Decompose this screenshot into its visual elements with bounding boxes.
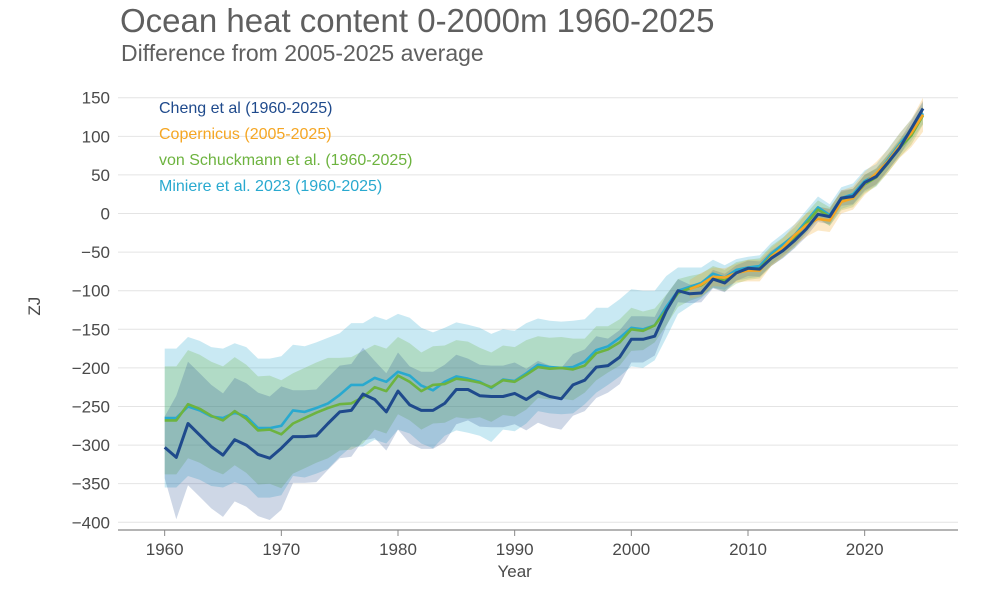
band-schuckmann <box>164 106 923 489</box>
legend-entry-schuckmann: von Schuckmann et al. (1960-2025) <box>159 152 412 169</box>
series-lines <box>163 107 925 460</box>
y-tick-label: 100 <box>82 127 110 146</box>
x-tick-label: 2000 <box>612 540 650 559</box>
y-tick-label: −150 <box>72 320 110 339</box>
y-tick-label: −50 <box>81 243 110 262</box>
legend: Cheng et al (1960-2025) Copernicus (2005-… <box>159 100 412 195</box>
x-tick-label: 1990 <box>496 540 534 559</box>
band-cheng <box>164 100 923 521</box>
y-tick-label: −400 <box>72 513 110 532</box>
y-tick-label: −250 <box>72 397 110 416</box>
y-tick-label: −100 <box>72 282 110 301</box>
x-axis-label: Year <box>497 562 532 581</box>
axis-ticks: 150 100 50 0 −50 −100 −150 −200 −250 −300 −350 −400… <box>72 89 884 559</box>
chart-title: Ocean heat content 0-2000m 1960-2025 <box>120 2 715 39</box>
legend-entry-miniere: Miniere et al. 2023 (1960-2025) <box>159 178 382 195</box>
band-miniere <box>164 102 923 498</box>
chart-subtitle: Difference from 2005-2025 average <box>121 40 484 66</box>
y-tick-label: 50 <box>91 166 110 185</box>
y-tick-label: −300 <box>72 436 110 455</box>
x-tick-label: 2020 <box>846 540 884 559</box>
line-cheng <box>163 107 925 460</box>
x-tick-label: 1980 <box>379 540 417 559</box>
x-tick-label: 1970 <box>262 540 300 559</box>
y-axis-label: ZJ <box>25 297 44 316</box>
y-tick-label: −350 <box>72 475 110 494</box>
y-tick-label: 0 <box>101 205 110 224</box>
x-tick-label: 1960 <box>146 540 184 559</box>
x-tick-label: 2010 <box>729 540 767 559</box>
legend-entry-cheng: Cheng et al (1960-2025) <box>159 100 332 117</box>
line-copernicus <box>689 114 925 291</box>
y-tick-label: −200 <box>72 359 110 378</box>
y-tick-label: 150 <box>82 89 110 108</box>
legend-entry-copernicus: Copernicus (2005-2025) <box>159 126 332 143</box>
